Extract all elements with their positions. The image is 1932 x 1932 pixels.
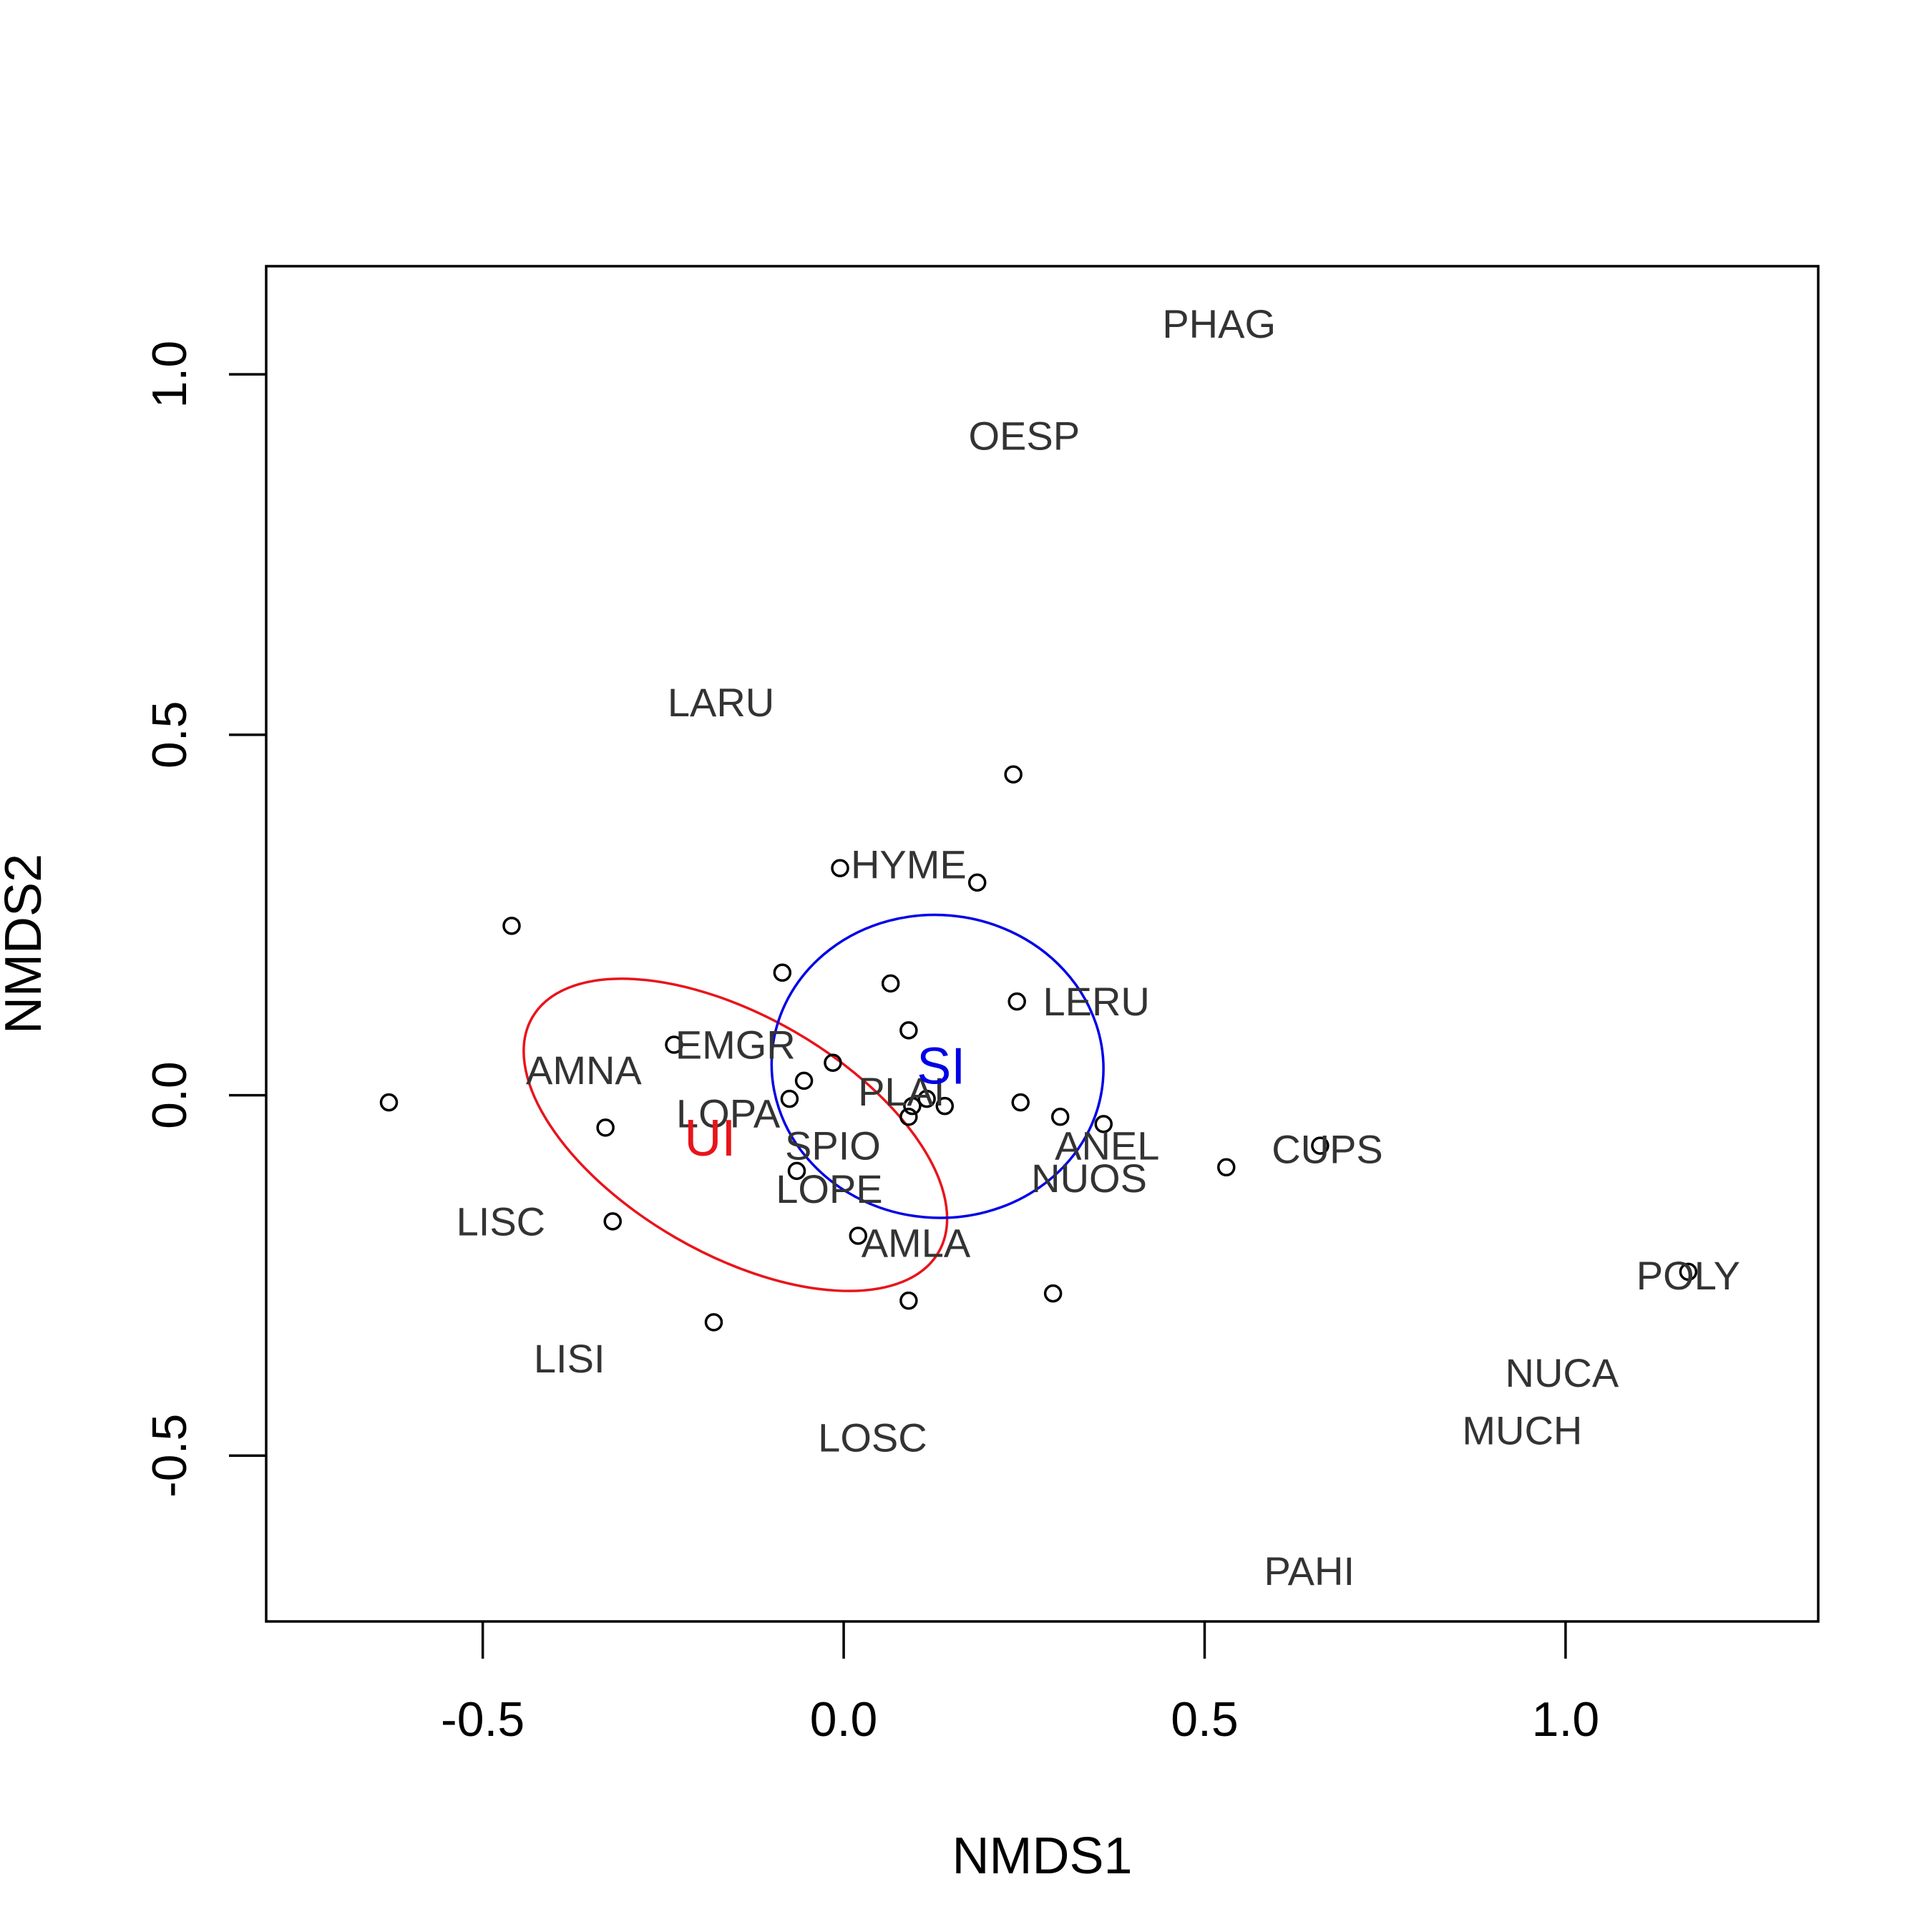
site-point [899, 1021, 918, 1040]
site-point [704, 1313, 723, 1332]
species-label: CUPS [1272, 1127, 1383, 1172]
species-label: EMGR [675, 1023, 796, 1068]
site-point [917, 1089, 936, 1108]
group-centroid-labels: UI SI [684, 1038, 965, 1167]
site-point [903, 1096, 922, 1116]
group-ellipses [522, 913, 1105, 1292]
species-label: NUCA [1506, 1350, 1619, 1395]
group-ellipse [522, 977, 949, 1292]
x-tick-label: 0.5 [1171, 1692, 1239, 1747]
species-label: LARU [668, 680, 774, 725]
species-label: LOSC [818, 1415, 927, 1460]
site-point [780, 1089, 799, 1108]
species-label: LISI [534, 1336, 605, 1381]
site-point [596, 1118, 615, 1137]
site-point [881, 974, 900, 993]
species-label: LISC [457, 1199, 546, 1244]
site-point [831, 859, 849, 877]
y-tick-label: 1.0 [142, 341, 197, 409]
site-point [665, 1035, 683, 1054]
site-point [773, 963, 792, 982]
species-label: PHAG [1162, 301, 1276, 346]
site-point [1011, 1093, 1030, 1112]
species-label: MUCH [1462, 1408, 1582, 1453]
species-label: HYME [851, 842, 967, 887]
site-point [967, 873, 987, 892]
site-point [794, 1071, 814, 1091]
x-tick-label: 1.0 [1532, 1692, 1600, 1747]
site-point [899, 1108, 918, 1126]
species-labels: PHAG OESP LARU HYME LERU EMGR AMNA PLAI LOPASPIO… [457, 301, 1740, 1594]
site-point [824, 1053, 842, 1072]
species-label: LERU [1043, 979, 1149, 1024]
site-point [1679, 1262, 1698, 1282]
site-point [379, 1093, 399, 1112]
species-label: OESP [968, 413, 1080, 458]
site-point [1217, 1158, 1236, 1177]
site-point [603, 1212, 622, 1231]
site-point [1043, 1284, 1063, 1303]
y-tick-label: 0.5 [142, 701, 197, 769]
y-tick-label: 0.0 [142, 1061, 197, 1129]
x-tick-label: 0.0 [810, 1692, 878, 1747]
x-axis-title: NMDS1 [952, 1828, 1132, 1885]
x-axis: -0.5 0.0 0.5 1.0 [441, 1621, 1599, 1747]
species-label: AMLA [862, 1221, 971, 1266]
x-tick-label: -0.5 [441, 1692, 525, 1747]
species-label: ANEL [1055, 1123, 1159, 1169]
y-axis: -0.5 0.0 0.5 1.0 [142, 341, 266, 1498]
species-label: AMNA [526, 1048, 642, 1093]
site-point [1050, 1108, 1070, 1126]
species-label: PAHI [1264, 1548, 1355, 1594]
species-label: SPIO [785, 1123, 881, 1169]
site-point [849, 1226, 867, 1245]
site-point [502, 917, 521, 935]
group-ellipse [770, 913, 1105, 1219]
species-label: LOPE [776, 1166, 882, 1211]
site-point [1311, 1136, 1330, 1155]
site-point [787, 1161, 806, 1181]
group-label: SI [917, 1038, 965, 1095]
site-point [899, 1291, 918, 1310]
y-tick-label: -0.5 [142, 1414, 197, 1498]
species-label: NUOS [1031, 1156, 1147, 1201]
group-label: UI [684, 1110, 736, 1167]
site-point [1094, 1115, 1113, 1133]
site-points [379, 765, 1698, 1332]
site-point [935, 1096, 955, 1116]
species-label: PLAI [858, 1069, 945, 1114]
y-axis-title: NMDS2 [0, 854, 52, 1034]
species-label: POLY [1636, 1253, 1740, 1298]
plot-frame [265, 265, 1820, 1623]
site-point [1004, 765, 1023, 784]
species-label: LOPA [676, 1091, 781, 1136]
site-point [1008, 992, 1026, 1011]
